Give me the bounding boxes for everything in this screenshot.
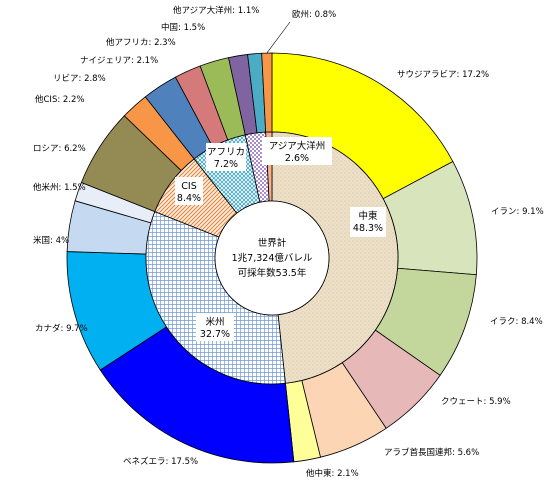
outer-label-4: アラブ首長国連邦: 5.6% [384, 447, 479, 458]
outer-label-2: イラク: 8.4% [490, 317, 543, 327]
inner-value-1: 32.7% [200, 329, 230, 340]
outer-label-10: ロシア: 6.2% [33, 144, 86, 154]
outer-label-1: イラン: 9.1% [491, 207, 544, 217]
leader-line-europe [266, 21, 291, 54]
outer-labels: サウジアラビア: 17.2% イラン: 9.1% イラク: 8.4% クウェート: 5… [33, 5, 544, 479]
inner-label-0: 中東 [358, 210, 378, 222]
center-text-0: 世界計 [258, 237, 287, 249]
outer-label-7: カナダ: 9.7% [35, 323, 88, 334]
outer-label-14: 他アフリカ: 2.3% [106, 37, 176, 48]
outer-label-16: 他アジア大洋州: 1.1% [173, 5, 259, 16]
outer-label-3: クウェート: 5.9% [441, 397, 511, 407]
inner-label-1: 米州 [205, 316, 224, 328]
outer-label-5: 他中東: 2.1% [306, 468, 359, 479]
outer-label-12: リビア: 2.8% [53, 74, 106, 84]
inner-value-3: 7.2% [214, 159, 238, 170]
outer-label-13: ナイジェリア: 2.1% [80, 56, 158, 66]
inner-label-2: CIS [181, 181, 196, 192]
inner-label-box-0 [350, 207, 386, 237]
outer-label-11: 他CIS: 2.2% [35, 94, 85, 105]
outer-label-15: 中国: 1.5% [161, 22, 205, 33]
outer-label-0: サウジアラビア: 17.2% [397, 70, 489, 80]
inner-value-2: 8.4% [177, 193, 201, 204]
outer-ring [66, 52, 478, 464]
inner-label-box-3 [206, 143, 246, 171]
inner-value-0: 48.3% [353, 223, 383, 234]
outer-label-6: ベネズエラ: 17.5% [123, 456, 198, 467]
outer-label-8: 米国: 4% [33, 235, 69, 246]
inner-value-4: 2.6% [285, 153, 309, 164]
donut-hole [214, 200, 330, 316]
center-text-2: 可採年数53.5年 [238, 267, 307, 279]
inner-label-box-2 [175, 177, 203, 205]
inner-label-4: アジア大洋州 [269, 140, 326, 152]
inner-label-3: アフリカ [207, 147, 245, 158]
center-text-1: 1兆7,324億バレル [232, 252, 313, 264]
inner-label-box-1 [196, 313, 234, 341]
inner-label-box-4 [262, 137, 332, 165]
outer-label-9: 他米州: 1.5% [33, 182, 86, 193]
outer-label-17: 欧州: 0.8% [292, 9, 336, 20]
